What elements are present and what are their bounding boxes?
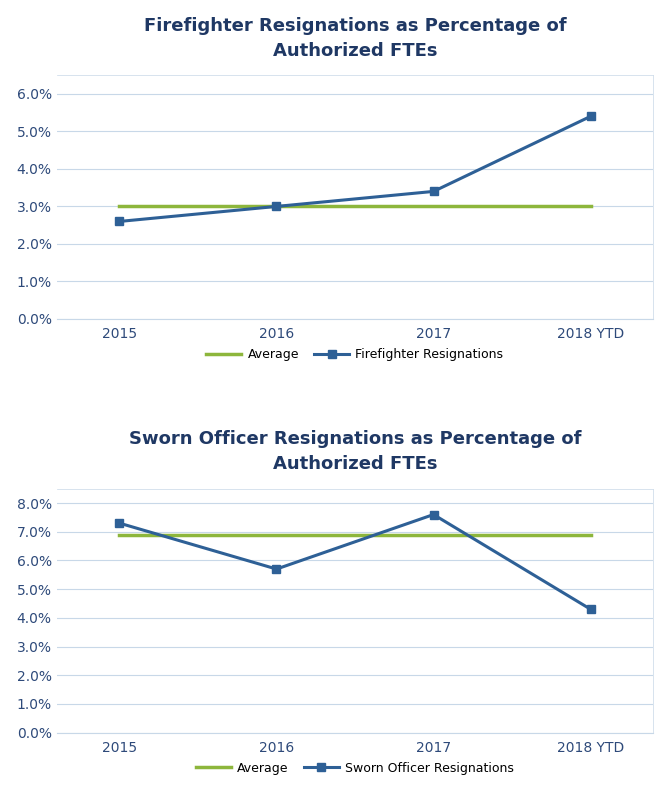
Average [115, 201, 123, 211]
Average [586, 530, 594, 539]
Average [115, 530, 123, 539]
Average [429, 201, 438, 211]
Sworn Officer Resignations [586, 605, 594, 614]
Firefighter Resignations [429, 187, 438, 196]
Legend: Average, Sworn Officer Resignations: Average, Sworn Officer Resignations [191, 757, 519, 780]
Title: Sworn Officer Resignations as Percentage of
Authorized FTEs: Sworn Officer Resignations as Percentage… [129, 431, 582, 473]
Firefighter Resignations [115, 217, 123, 226]
Sworn Officer Resignations [429, 510, 438, 519]
Legend: Average, Firefighter Resignations: Average, Firefighter Resignations [202, 344, 509, 366]
Title: Firefighter Resignations as Percentage of
Authorized FTEs: Firefighter Resignations as Percentage o… [143, 17, 566, 60]
Average [273, 530, 281, 539]
Line: Firefighter Resignations: Firefighter Resignations [115, 112, 595, 225]
Firefighter Resignations [586, 112, 594, 122]
Firefighter Resignations [273, 201, 281, 211]
Average [586, 201, 594, 211]
Sworn Officer Resignations [115, 518, 123, 528]
Average [273, 201, 281, 211]
Sworn Officer Resignations [273, 564, 281, 574]
Average [429, 530, 438, 539]
Line: Sworn Officer Resignations: Sworn Officer Resignations [115, 510, 595, 613]
